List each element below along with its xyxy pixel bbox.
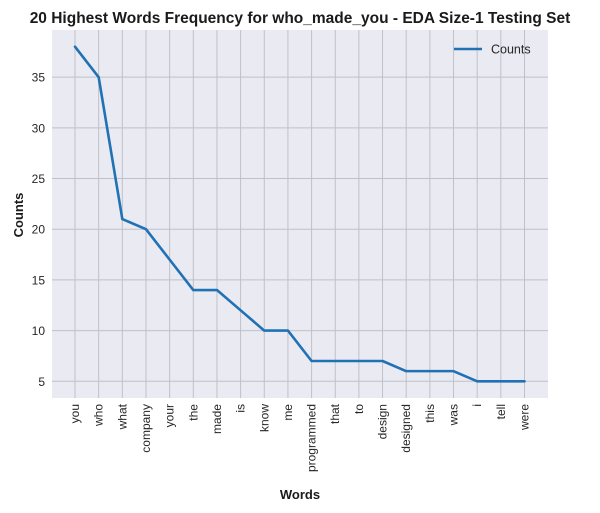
x-tick-label: design — [376, 404, 390, 439]
y-tick-label: 30 — [32, 121, 46, 135]
y-tick-label: 20 — [32, 223, 46, 237]
series-layer — [73, 45, 526, 383]
x-tick-label: to — [352, 404, 366, 414]
x-tick-label: that — [328, 403, 342, 424]
x-tick-label: were — [518, 404, 532, 431]
x-tick-label: designed — [399, 404, 413, 453]
x-tick-labels: you who what company your the made is know me prog… — [68, 403, 532, 472]
y-tick-label: 15 — [32, 273, 46, 287]
x-tick-label: is — [234, 404, 248, 413]
x-tick-label: company — [139, 404, 153, 453]
legend-label: Counts — [491, 43, 531, 57]
y-tick-label: 10 — [32, 324, 46, 338]
x-tick-label: programmed — [305, 404, 319, 472]
plot-area — [52, 30, 548, 398]
y-tick-label: 35 — [32, 71, 46, 85]
grid — [52, 30, 548, 398]
x-tick-label: know — [257, 404, 271, 432]
legend: Counts — [454, 43, 531, 57]
x-tick-label: this — [423, 404, 437, 423]
x-tick-label: the — [186, 404, 200, 421]
x-tick-label: made — [210, 404, 224, 434]
x-tick-label: i — [470, 404, 484, 407]
x-tick-label: what — [115, 403, 129, 430]
y-tick-label: 25 — [32, 172, 46, 186]
x-axis-label: Words — [280, 487, 320, 502]
x-tick-label: who — [92, 404, 106, 427]
x-tick-label: was — [447, 404, 461, 426]
chart-title: 20 Highest Words Frequency for who_made_… — [30, 10, 571, 27]
x-tick-label: me — [281, 404, 295, 421]
y-axis-label: Counts — [11, 193, 26, 238]
x-tick-label: tell — [494, 404, 508, 419]
series-line-counts — [73, 45, 526, 383]
y-tick-label: 5 — [38, 375, 45, 389]
y-tick-labels: 5 10 15 20 25 30 35 — [32, 71, 46, 389]
x-tick-label: your — [163, 404, 177, 427]
x-tick-label: you — [68, 404, 82, 423]
